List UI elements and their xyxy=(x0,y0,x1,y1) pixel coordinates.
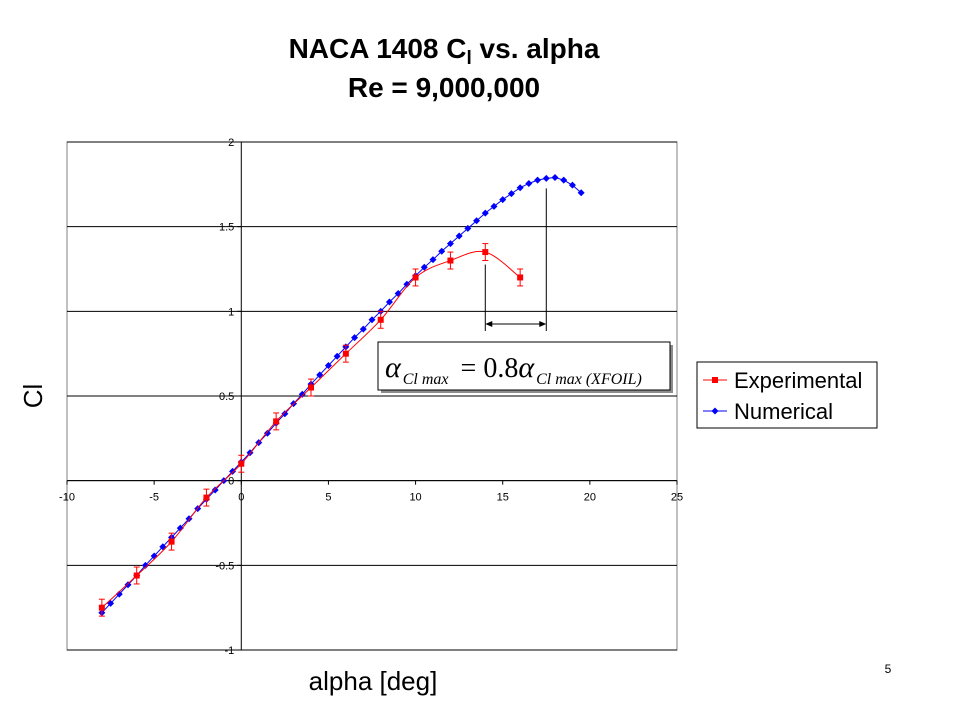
numerical-point xyxy=(473,217,481,225)
numerical-point xyxy=(534,176,542,184)
page-number: 5 xyxy=(885,662,892,676)
numerical-point xyxy=(481,209,489,217)
experimental-point xyxy=(98,604,105,611)
arrowhead-right-icon xyxy=(539,321,547,327)
numerical-point xyxy=(446,240,454,248)
y-tick-label: 0 xyxy=(228,476,234,488)
y-tick-label: 1.5 xyxy=(219,222,234,234)
numerical-point xyxy=(359,325,367,333)
legend-experimental-square-icon xyxy=(712,377,718,383)
x-tick-label: -10 xyxy=(59,492,75,504)
experimental-point xyxy=(203,494,210,501)
y-tick-label: 0.5 xyxy=(219,391,234,403)
experimental-point xyxy=(342,350,349,357)
x-axis-title: alpha [deg] xyxy=(309,666,438,696)
numerical-point xyxy=(124,581,132,589)
y-tick-label: -1 xyxy=(225,645,235,657)
chart-title-main: NACA 1408 C xyxy=(289,33,467,64)
numerical-point xyxy=(542,174,550,182)
numerical-point xyxy=(385,298,393,306)
formula-alpha-lhs: α xyxy=(385,351,402,384)
chart-title-subscript: l xyxy=(467,48,472,69)
legend-numerical-label: Numerical xyxy=(734,399,833,424)
series-experimental xyxy=(98,243,524,617)
numerical-point xyxy=(525,179,533,187)
numerical-point xyxy=(516,184,524,192)
experimental-point xyxy=(377,316,384,323)
formula-text: α Cl max = 0.8α Cl max (XFOIL) xyxy=(385,351,642,388)
legend-experimental-label: Experimental xyxy=(734,368,862,393)
numerical-point xyxy=(333,352,341,360)
numerical-point xyxy=(438,247,446,255)
formula-alpha-rhs: α xyxy=(518,351,535,384)
chart-title: NACA 1408 Cl vs. alpha xyxy=(289,33,600,69)
experimental-point xyxy=(168,538,175,545)
numerical-point xyxy=(115,590,123,598)
experimental-point xyxy=(238,460,245,467)
numerical-point xyxy=(263,429,271,437)
numerical-point xyxy=(176,524,184,532)
numerical-point xyxy=(429,256,437,264)
numerical-point xyxy=(229,467,237,475)
legend: Experimental Numerical xyxy=(696,361,878,429)
numerical-point xyxy=(490,202,498,210)
chart-title-suffix: vs. alpha xyxy=(472,33,600,64)
experimental-point xyxy=(482,249,489,256)
numerical-point xyxy=(316,371,324,379)
numerical-point xyxy=(298,390,306,398)
y-axis-title: Cl xyxy=(18,384,48,409)
experimental-point xyxy=(517,274,524,281)
x-tick-label: 0 xyxy=(238,492,244,504)
x-tick-label: -5 xyxy=(149,492,159,504)
numerical-point xyxy=(455,232,463,240)
formula-equals: = 0.8 xyxy=(461,353,519,384)
numerical-point xyxy=(551,174,559,182)
numerical-point xyxy=(464,224,472,232)
formula-annotation: α Cl max = 0.8α Cl max (XFOIL) xyxy=(377,341,673,393)
experimental-point xyxy=(412,274,419,281)
y-tick-label: -0.5 xyxy=(215,560,234,572)
numerical-point xyxy=(211,486,219,494)
y-tick-label: 2 xyxy=(228,137,234,149)
numerical-point xyxy=(403,280,411,288)
formula-subscript-lhs: Cl max xyxy=(403,371,449,388)
formula-subscript-rhs: Cl max (XFOIL) xyxy=(536,371,642,388)
chart-subtitle: Re = 9,000,000 xyxy=(348,72,540,103)
x-tick-label: 25 xyxy=(671,492,683,504)
x-tick-label: 20 xyxy=(584,492,596,504)
numerical-point xyxy=(577,189,585,197)
numerical-point xyxy=(324,362,332,370)
formula-box xyxy=(377,341,671,391)
numerical-point xyxy=(351,334,359,342)
x-tick-label: 15 xyxy=(497,492,509,504)
experimental-point xyxy=(133,572,140,579)
experimental-point xyxy=(447,257,454,264)
numerical-point xyxy=(568,181,576,189)
numerical-point xyxy=(499,196,507,204)
numerical-point xyxy=(368,316,376,324)
numerical-point xyxy=(420,263,428,271)
axes: -10 -5 0 5 10 15 20 25 2 1.5 1 0.5 0 -0.5 -1 xyxy=(59,137,683,657)
numerical-point xyxy=(560,176,568,184)
numerical-point xyxy=(141,561,149,569)
cl-max-annotation xyxy=(484,188,547,331)
legend-numerical-diamond-icon xyxy=(711,407,719,415)
numerical-point xyxy=(281,410,289,418)
x-tick-label: 5 xyxy=(325,492,331,504)
y-tick-label: 1 xyxy=(228,306,234,318)
experimental-point xyxy=(308,384,314,391)
numerical-point xyxy=(507,190,515,198)
x-tick-label: 10 xyxy=(409,492,421,504)
legend-box xyxy=(696,361,878,429)
arrowhead-left-icon xyxy=(485,321,493,327)
experimental-point xyxy=(273,418,280,425)
